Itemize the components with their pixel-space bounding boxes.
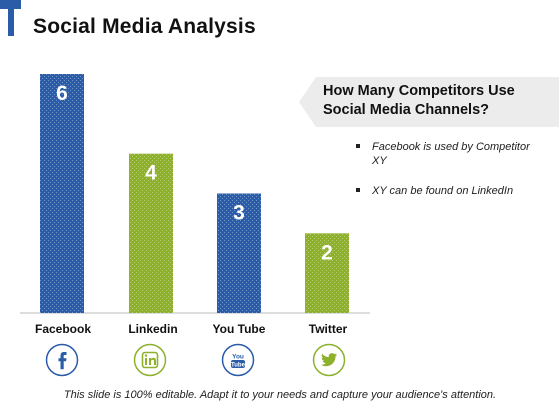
bullet-text: Facebook is used by Competitor XY <box>372 141 530 167</box>
callout-box: How Many Competitors Use Social Media Ch… <box>298 76 560 128</box>
bar-you-tube <box>217 193 261 313</box>
bar-value-label: 3 <box>233 202 245 225</box>
footer-note: This slide is 100% editable. Adapt it to… <box>63 389 497 401</box>
bar-facebook <box>40 74 84 313</box>
category-label-facebook: Facebook <box>34 322 91 336</box>
corner-accent-bar <box>8 0 14 36</box>
bullet-item: Facebook is used by Competitor XY <box>356 140 546 168</box>
category-label-youtube: You Tube <box>212 322 266 336</box>
facebook-icon <box>45 343 79 377</box>
category-label-twitter: Twitter <box>308 322 348 336</box>
linkedin-icon <box>133 343 167 377</box>
bullet-list: Facebook is used by Competitor XY XY can… <box>356 140 546 214</box>
bar-linkedin <box>129 153 173 313</box>
callout-arrow-shape <box>299 77 559 127</box>
svg-text:You: You <box>232 354 244 361</box>
svg-text:Tube: Tube <box>231 362 246 368</box>
bullet-marker <box>356 188 360 192</box>
bar-value-label: 4 <box>145 162 157 185</box>
bullet-marker <box>356 144 360 148</box>
twitter-icon <box>312 343 346 377</box>
callout-text: How Many Competitors Use Social Media Ch… <box>323 83 515 118</box>
category-label-linkedin: Linkedin <box>128 322 178 336</box>
youtube-icon: You Tube <box>221 343 255 377</box>
bar-twitter <box>305 233 349 313</box>
bullet-item: XY can be found on LinkedIn <box>356 184 546 198</box>
bar-chart: 6 4 3 2 <box>20 74 370 314</box>
page-title: Social Media Analysis <box>33 15 256 38</box>
bar-value-label: 2 <box>321 241 333 264</box>
bullet-text: XY can be found on LinkedIn <box>372 185 514 197</box>
bar-value-label: 6 <box>56 82 68 105</box>
